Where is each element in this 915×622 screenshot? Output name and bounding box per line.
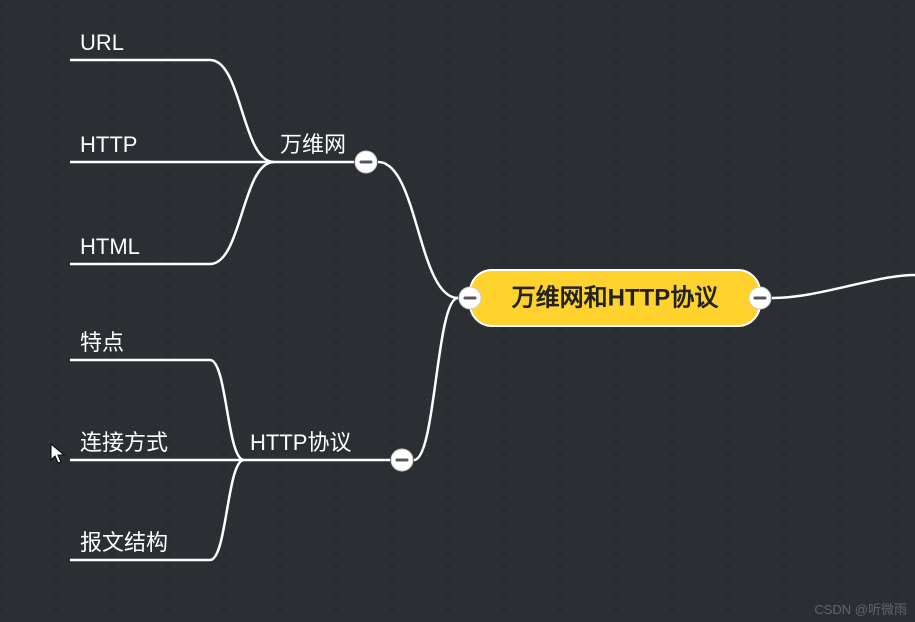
- mindmap-svg: URL HTTP HTML 特点连接方式报文结构 万维网 HTTP协议 万维网和HTTP…: [0, 0, 915, 622]
- leaf-label: URL: [80, 30, 124, 55]
- mindmap-canvas: URL HTTP HTML 特点连接方式报文结构 万维网 HTTP协议 万维网和HTTP…: [0, 0, 915, 622]
- collapse-icon[interactable]: [459, 287, 481, 309]
- background: [0, 0, 915, 622]
- leaf-label: HTTP: [80, 132, 137, 157]
- collapse-icon[interactable]: [355, 151, 377, 173]
- leaf-label: 连接方式: [80, 430, 168, 455]
- branch-label: 万维网: [280, 132, 346, 157]
- leaf-label: 报文结构: [80, 530, 168, 555]
- root-label: 万维网和HTTP协议: [512, 283, 720, 311]
- root-node[interactable]: 万维网和HTTP协议: [459, 270, 771, 326]
- watermark-text: CSDN @听微雨: [814, 599, 907, 618]
- branch-label: HTTP协议: [250, 430, 351, 455]
- collapse-icon[interactable]: [391, 449, 413, 471]
- collapse-icon[interactable]: [749, 287, 771, 309]
- leaf-label: 特点: [80, 330, 124, 355]
- leaf-label: HTML: [80, 234, 140, 259]
